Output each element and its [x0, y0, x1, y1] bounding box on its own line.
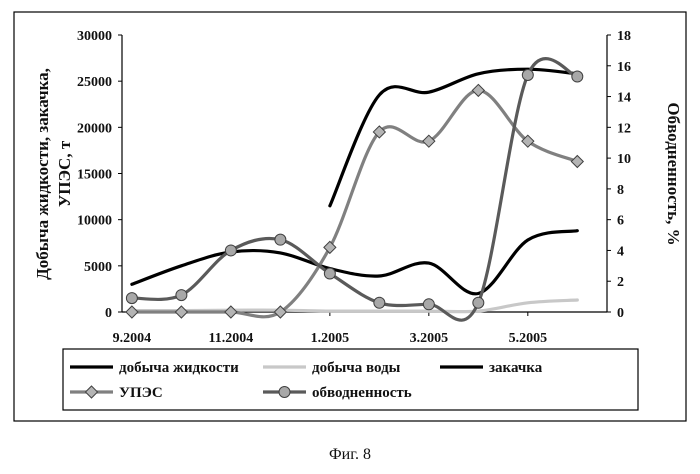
right-axis-tick-label: 12	[617, 121, 631, 136]
left-axis-title-line: Добыча жидкости, закачка,	[33, 68, 52, 280]
left-axis-title-line: УПЭС, т	[55, 140, 74, 207]
series-5-circle-point	[423, 299, 434, 310]
series-5-circle-point	[126, 293, 137, 304]
figure-caption: Фиг. 8	[0, 446, 700, 464]
series-4-diamond-point	[472, 84, 484, 96]
legend-label: закачка	[489, 360, 543, 376]
series-5-circle-point	[374, 297, 385, 308]
legend-circle-marker	[279, 387, 290, 398]
right-axis-title: Обводненность, %	[664, 102, 683, 245]
right-axis-tick-label: 8	[617, 183, 624, 198]
left-axis-tick-label: 5000	[84, 260, 112, 275]
legend-label: добыча жидкости	[119, 360, 239, 376]
legend-label: добыча воды	[312, 360, 401, 376]
series-5-circle-point	[324, 268, 335, 279]
right-axis-tick-label: 10	[617, 152, 631, 167]
x-axis-tick-label: 11.2004	[209, 331, 254, 346]
left-axis-tick-label: 30000	[77, 29, 112, 44]
right-axis-tick-label: 16	[617, 60, 631, 75]
series-5-circle-point	[473, 297, 484, 308]
right-axis-tick-label: 4	[617, 244, 624, 259]
series-5-circle-point	[522, 70, 533, 81]
left-axis-tick-label: 15000	[77, 168, 112, 183]
x-axis-tick-label: 1.2005	[311, 331, 350, 346]
series-line-1	[132, 231, 577, 294]
series-5-circle-point	[275, 234, 286, 245]
series-line-3	[330, 69, 577, 206]
x-axis-tick-label: 9.2004	[113, 331, 152, 346]
left-axis-tick-label: 0	[105, 306, 112, 321]
series-line-2	[132, 300, 577, 312]
series-4-diamond-point	[324, 241, 336, 253]
series-4-diamond-point	[571, 155, 583, 167]
right-axis-tick-label: 6	[617, 214, 624, 229]
series-5-circle-point	[225, 245, 236, 256]
series-4-diamond-point	[126, 306, 138, 318]
series-4-diamond-point	[175, 306, 187, 318]
left-axis-tick-label: 20000	[77, 121, 112, 136]
right-axis-tick-label: 14	[617, 91, 631, 106]
right-axis-tick-label: 2	[617, 275, 624, 290]
series-5-circle-point	[572, 71, 583, 82]
right-axis-tick-label: 0	[617, 306, 624, 321]
series-5-circle-point	[176, 290, 187, 301]
series-4-diamond-point	[225, 306, 237, 318]
left-axis-title: Добыча жидкости, закачка,УПЭС, т	[33, 68, 74, 280]
legend-label: обводненность	[312, 385, 412, 401]
x-axis-tick-label: 3.2005	[410, 331, 449, 346]
left-axis-tick-label: 10000	[77, 214, 112, 229]
left-axis-tick-label: 25000	[77, 75, 112, 90]
x-axis-tick-label: 5.2005	[509, 331, 548, 346]
legend-label: УПЭС	[119, 385, 163, 401]
right-axis-tick-label: 18	[617, 29, 631, 44]
